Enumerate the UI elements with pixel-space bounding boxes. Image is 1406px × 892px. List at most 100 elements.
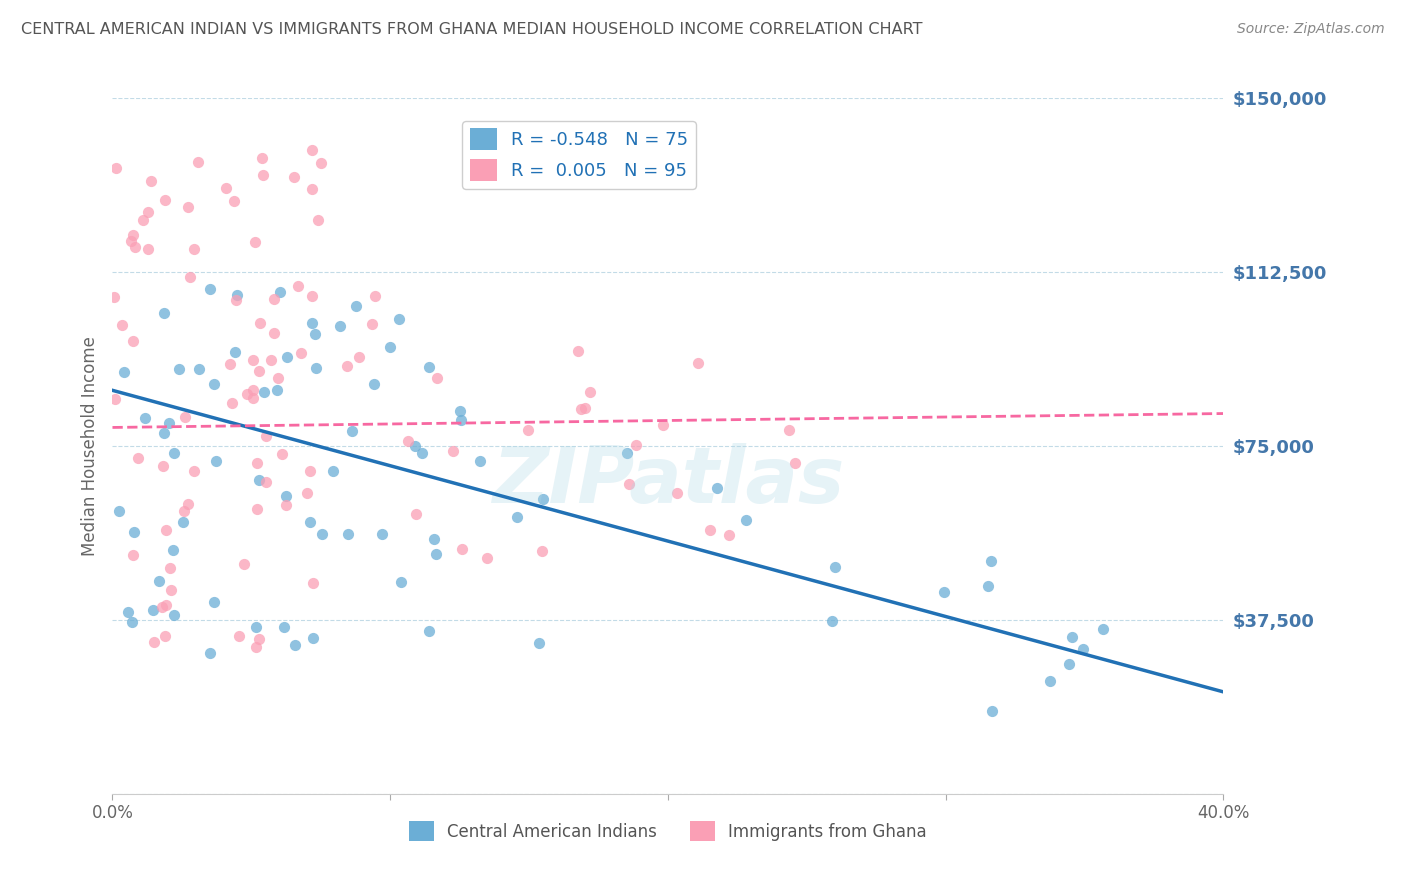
Point (336, 359, 359, 373)
Point (475, 551, 498, 566)
Point (666, 486, 689, 500)
Point (252, 168, 274, 182)
Point (301, 576, 323, 591)
Point (301, 143, 323, 157)
Point (423, 533, 446, 547)
Point (177, 498, 200, 512)
Point (153, 629, 176, 643)
Point (159, 561, 181, 575)
Point (260, 352, 283, 367)
Point (567, 344, 589, 359)
Point (173, 504, 195, 518)
Point (108, 503, 131, 517)
Point (1039, 673, 1062, 688)
Point (360, 317, 382, 331)
Point (617, 477, 640, 491)
Point (122, 227, 145, 242)
Point (1057, 657, 1080, 671)
Point (179, 269, 201, 284)
Point (298, 464, 321, 478)
Point (1092, 622, 1115, 636)
Point (980, 704, 1002, 718)
Point (153, 306, 176, 320)
Point (301, 631, 323, 645)
Point (530, 543, 553, 558)
Point (120, 235, 142, 249)
Point (329, 318, 352, 333)
Point (219, 357, 242, 371)
Point (290, 346, 312, 360)
Point (141, 174, 163, 188)
Point (284, 638, 307, 652)
Point (157, 417, 180, 431)
Point (142, 635, 165, 649)
Point (232, 558, 254, 572)
Point (734, 513, 756, 527)
Point (136, 242, 159, 256)
Point (153, 425, 176, 440)
Point (242, 384, 264, 398)
Point (247, 632, 270, 647)
Point (247, 364, 270, 378)
Point (449, 404, 471, 418)
Point (516, 423, 538, 437)
Point (418, 624, 440, 639)
Point (150, 599, 173, 614)
Point (301, 182, 323, 196)
Point (187, 361, 209, 376)
Point (932, 584, 955, 599)
Point (198, 281, 221, 295)
Point (134, 411, 156, 425)
Point (529, 636, 551, 650)
Point (162, 446, 184, 460)
Point (304, 327, 326, 342)
Point (297, 486, 319, 500)
Point (468, 453, 491, 467)
Point (269, 285, 291, 299)
Point (187, 154, 209, 169)
Point (824, 560, 846, 574)
Point (425, 547, 447, 561)
Point (301, 289, 323, 303)
Point (287, 279, 309, 293)
Point (624, 438, 647, 452)
Y-axis label: Median Household Income: Median Household Income (80, 336, 98, 556)
Point (224, 345, 246, 359)
Point (283, 170, 305, 185)
Point (110, 318, 132, 333)
Point (1062, 630, 1084, 644)
Point (425, 371, 447, 385)
Point (389, 574, 412, 589)
Point (202, 595, 225, 609)
Point (173, 410, 195, 425)
Point (198, 646, 221, 660)
Point (378, 340, 401, 354)
Point (388, 311, 411, 326)
Point (112, 366, 135, 380)
Point (117, 605, 139, 619)
Point (142, 603, 165, 617)
Point (224, 194, 246, 208)
Point (250, 151, 273, 165)
Point (977, 579, 1000, 593)
Point (152, 458, 174, 473)
Point (616, 446, 638, 460)
Point (531, 492, 554, 507)
Point (276, 350, 298, 364)
Point (1071, 642, 1094, 657)
Point (579, 384, 602, 399)
Point (270, 447, 292, 461)
Point (418, 360, 440, 375)
Legend: Central American Indians, Immigrants from Ghana: Central American Indians, Immigrants fro… (402, 814, 934, 848)
Point (411, 446, 433, 460)
Point (202, 376, 225, 391)
Point (246, 501, 269, 516)
Text: ZIPatlas: ZIPatlas (492, 442, 844, 519)
Point (243, 235, 266, 249)
Point (398, 434, 420, 449)
Point (122, 334, 145, 348)
Point (309, 156, 332, 170)
Point (778, 423, 800, 437)
Point (266, 383, 288, 397)
Point (405, 440, 427, 454)
